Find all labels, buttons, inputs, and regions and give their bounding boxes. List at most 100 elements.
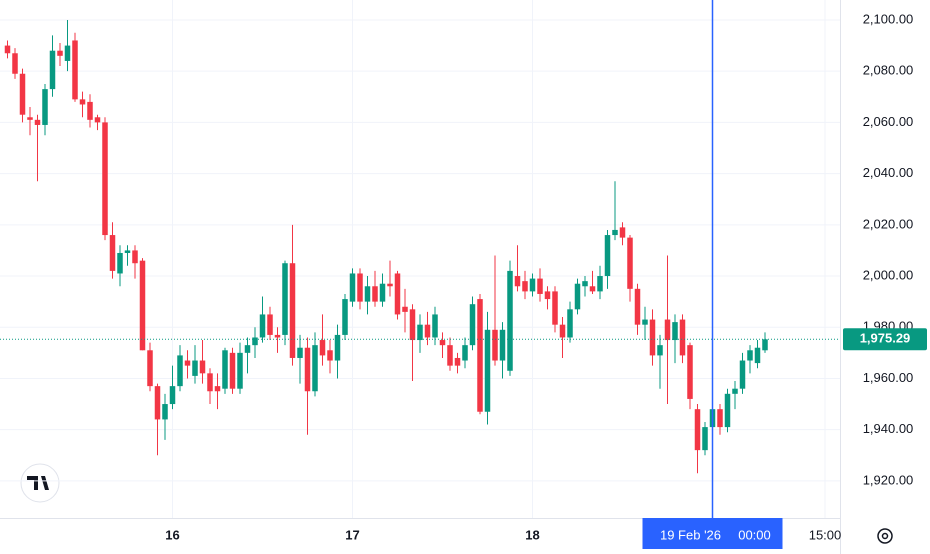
- candle-body: [79, 99, 86, 105]
- candle: [199, 340, 206, 384]
- candle-body: [162, 404, 168, 420]
- candle-body: [252, 337, 258, 346]
- candle: [327, 340, 333, 374]
- candle-body: [612, 229, 618, 236]
- y-tick-label: 2,080.00: [863, 63, 914, 78]
- candle-body: [57, 50, 63, 56]
- candle-body: [297, 347, 303, 358]
- x-tick-label: 16: [165, 527, 179, 542]
- candle-body: [597, 276, 603, 292]
- candle: [507, 260, 513, 376]
- candle-body: [409, 309, 416, 341]
- candle-body: [484, 329, 491, 412]
- y-tick-label: 2,020.00: [863, 216, 914, 231]
- candle: [229, 347, 236, 394]
- candle-body: [694, 409, 701, 451]
- candle: [364, 276, 371, 315]
- candle: [349, 268, 356, 307]
- candle: [132, 245, 138, 279]
- candle: [439, 332, 446, 358]
- candle-body: [94, 117, 101, 123]
- last-price-box: [843, 328, 927, 351]
- candle-body: [139, 260, 146, 351]
- candle: [544, 286, 551, 310]
- candle-body: [192, 360, 198, 376]
- candle-body: [19, 73, 26, 115]
- candle: [237, 342, 243, 394]
- candle-body: [207, 373, 213, 392]
- candle-body: [342, 299, 348, 335]
- candle: [574, 278, 581, 315]
- candle: [679, 314, 686, 364]
- candle-body: [634, 288, 641, 325]
- candle: [424, 311, 431, 346]
- candle-body: [372, 286, 378, 302]
- candle-body: [214, 386, 221, 392]
- candle-body: [664, 319, 671, 341]
- candle: [724, 388, 731, 433]
- candle-body: [102, 122, 108, 236]
- candle: [147, 342, 153, 392]
- candle-body: [117, 252, 123, 274]
- candle-body: [582, 281, 588, 287]
- candle: [447, 337, 453, 371]
- candle: [252, 327, 258, 358]
- candle-body: [379, 283, 386, 302]
- candle: [619, 222, 626, 246]
- candle-body: [222, 350, 228, 389]
- candle: [357, 268, 363, 310]
- candle-body: [282, 263, 288, 335]
- candle-body: [349, 273, 356, 302]
- candle-body: [649, 319, 656, 356]
- candle-body: [739, 360, 746, 389]
- candle-body: [402, 306, 408, 312]
- x-tick-label: 15:00: [809, 527, 842, 542]
- candle-body: [462, 345, 468, 361]
- candle: [597, 265, 603, 300]
- candle-body: [717, 409, 723, 428]
- settings-button[interactable]: [877, 528, 893, 544]
- plot: [4, 19, 768, 474]
- candle: [304, 337, 311, 435]
- x-tick-label: 18: [525, 527, 539, 542]
- candle-body: [469, 304, 476, 346]
- candle-body: [289, 263, 296, 358]
- candle: [589, 270, 596, 294]
- candle-body: [87, 101, 93, 120]
- candle-body: [184, 360, 191, 366]
- candle-body: [762, 339, 768, 351]
- candle: [612, 181, 618, 241]
- candle-body: [507, 270, 513, 371]
- candle: [477, 293, 483, 415]
- y-tick-label: 1,960.00: [863, 370, 914, 385]
- candle-body: [567, 309, 573, 338]
- candle: [154, 383, 161, 456]
- candle-body: [514, 276, 521, 287]
- candle: [289, 224, 296, 366]
- candle-body: [687, 345, 693, 399]
- candle: [694, 404, 701, 474]
- candle-body: [169, 386, 176, 405]
- candle: [664, 255, 671, 405]
- candle: [169, 365, 176, 410]
- candle-body: [12, 53, 18, 74]
- candle: [319, 314, 326, 366]
- candle: [49, 35, 56, 97]
- candle: [454, 352, 461, 374]
- candle: [627, 235, 633, 302]
- candle: [214, 373, 221, 410]
- candle-body: [544, 291, 551, 300]
- candle: [342, 293, 348, 341]
- candle: [244, 337, 251, 374]
- candle-body: [64, 45, 71, 61]
- candle: [57, 43, 63, 67]
- candle-body: [492, 329, 498, 361]
- candle: [657, 334, 663, 389]
- candle-body: [274, 334, 281, 338]
- candle: [702, 421, 708, 456]
- candle: [87, 94, 93, 128]
- candle: [282, 260, 288, 346]
- candle-body: [124, 250, 131, 253]
